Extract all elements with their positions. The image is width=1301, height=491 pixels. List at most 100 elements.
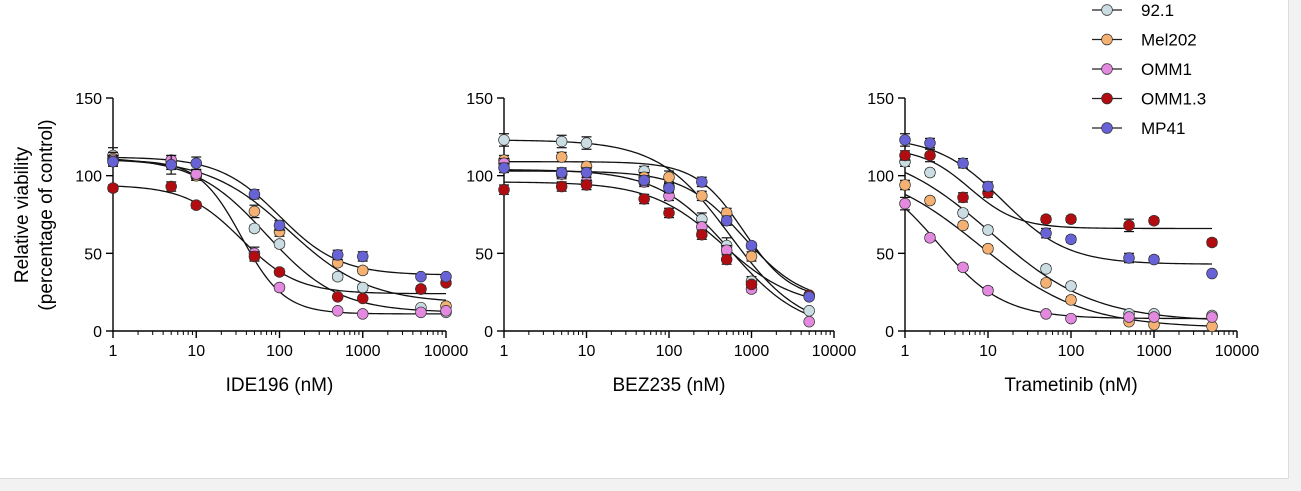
legend-item-OMM1.3: OMM1.3	[1092, 90, 1206, 109]
y-tick-label: 0	[885, 324, 894, 341]
data-point	[803, 315, 815, 328]
data-point	[331, 305, 344, 317]
data-point	[190, 199, 203, 211]
fit-curve-OMM1	[904, 207, 1213, 320]
x-tick-label: 1	[500, 343, 509, 360]
y-tick-label: 150	[466, 91, 493, 108]
fit-curve-OMM1	[503, 169, 810, 316]
data-point	[957, 219, 969, 232]
legend-label: OMM1.3	[1141, 90, 1206, 109]
dose-response-figure: Relative viability (percentage of contro…	[12, 1, 1259, 396]
y-tick-label: 100	[466, 169, 493, 186]
x-tick-label: 10000	[812, 343, 857, 360]
data-point	[1123, 219, 1135, 232]
data-point	[924, 166, 936, 179]
data-point	[107, 182, 119, 194]
y-tick-label: 150	[75, 91, 102, 108]
legend-item-92.1: 92.1	[1092, 1, 1174, 20]
data-point	[1065, 233, 1077, 246]
y-tick-label: 50	[84, 246, 102, 263]
x-tick-label: 10	[578, 343, 596, 360]
data-point	[982, 180, 994, 193]
data-point	[273, 281, 286, 294]
data-point	[107, 155, 119, 168]
series-OMM1.3	[107, 180, 452, 305]
data-point	[924, 232, 936, 244]
data-point	[357, 292, 369, 305]
y-tick-label: 100	[867, 169, 894, 186]
x-axis-label: Trametinib (nM)	[1004, 375, 1137, 396]
fit-curve-Mel202	[504, 161, 810, 293]
data-point	[248, 188, 261, 201]
data-point	[357, 264, 369, 277]
data-point	[745, 239, 758, 252]
data-point	[720, 253, 733, 266]
fit-curve-Mel202	[904, 193, 1213, 327]
data-point	[957, 191, 969, 204]
y-axis-label-line2: (percentage of control)	[36, 119, 57, 310]
data-point	[745, 278, 758, 291]
data-point	[924, 194, 936, 207]
data-point	[924, 137, 936, 149]
y-tick-label: 50	[475, 246, 493, 263]
data-point	[803, 305, 815, 317]
x-tick-label: 100	[656, 343, 683, 360]
data-point	[1065, 294, 1077, 306]
data-point	[1040, 263, 1052, 275]
data-point	[663, 171, 675, 183]
y-tick-label: 50	[876, 246, 894, 263]
fit-curve-OMM1.3	[904, 152, 1213, 230]
y-axis-label-line1: Relative viability	[12, 146, 33, 283]
x-tick-label: 1000	[734, 343, 770, 360]
data-point	[357, 250, 369, 263]
x-tick-label: 100	[266, 343, 293, 360]
series-MP41	[107, 154, 452, 283]
data-point	[957, 207, 969, 219]
data-point	[1065, 312, 1077, 325]
data-point	[165, 180, 177, 193]
data-point	[1040, 227, 1052, 239]
data-point	[273, 266, 286, 278]
data-point	[1040, 308, 1052, 320]
y-tick-label: 100	[75, 169, 102, 186]
data-point	[982, 284, 994, 297]
data-point	[1148, 214, 1160, 227]
data-point	[1040, 277, 1052, 289]
data-point	[498, 134, 510, 146]
data-point	[1065, 213, 1077, 225]
data-point	[555, 180, 568, 193]
x-tick-label: 1000	[1136, 343, 1172, 360]
data-point	[663, 207, 675, 219]
data-point	[248, 250, 261, 263]
fit-curve-MP41	[904, 142, 1213, 265]
series-OMM1.3	[498, 179, 815, 302]
legend-marker	[1101, 92, 1113, 105]
chart-panel-3: 0 50 100 150 1 10 100 1000 10000 Trametinib (nM)	[867, 91, 1259, 396]
y-tick-label: 150	[867, 91, 894, 108]
data-point	[190, 168, 203, 180]
x-tick-label: 1	[109, 343, 118, 360]
data-point	[696, 228, 708, 241]
fit-curve-92.1	[904, 171, 1213, 320]
fit-curve-MP41	[112, 156, 447, 276]
data-point	[720, 214, 733, 227]
legend-item-Mel202: Mel202	[1092, 31, 1197, 50]
legend: 92.1 Mel202 OMM1 OMM1.3 MP41	[1092, 1, 1206, 138]
chart-panel-2: 0 50 100 150 1 10 100 1000 10000 BEZ235 (nM)	[466, 91, 856, 396]
legend-label: MP41	[1141, 119, 1185, 138]
series-Mel202	[498, 151, 815, 302]
data-point	[982, 224, 994, 236]
data-point	[1206, 236, 1218, 249]
data-point	[1148, 311, 1160, 323]
data-point	[415, 306, 427, 319]
data-point	[580, 166, 593, 179]
data-point	[899, 179, 911, 191]
data-point	[696, 176, 708, 188]
data-point	[580, 137, 593, 149]
fit-curve-OMM1.3	[503, 181, 810, 298]
data-point	[440, 305, 452, 317]
legend-label: Mel202	[1141, 31, 1197, 50]
data-point	[273, 219, 286, 232]
chart-panel-1: 0 50 100 150 1 10 100 1000 10000 IDE196 (nM)	[75, 91, 468, 396]
data-point	[357, 281, 369, 294]
